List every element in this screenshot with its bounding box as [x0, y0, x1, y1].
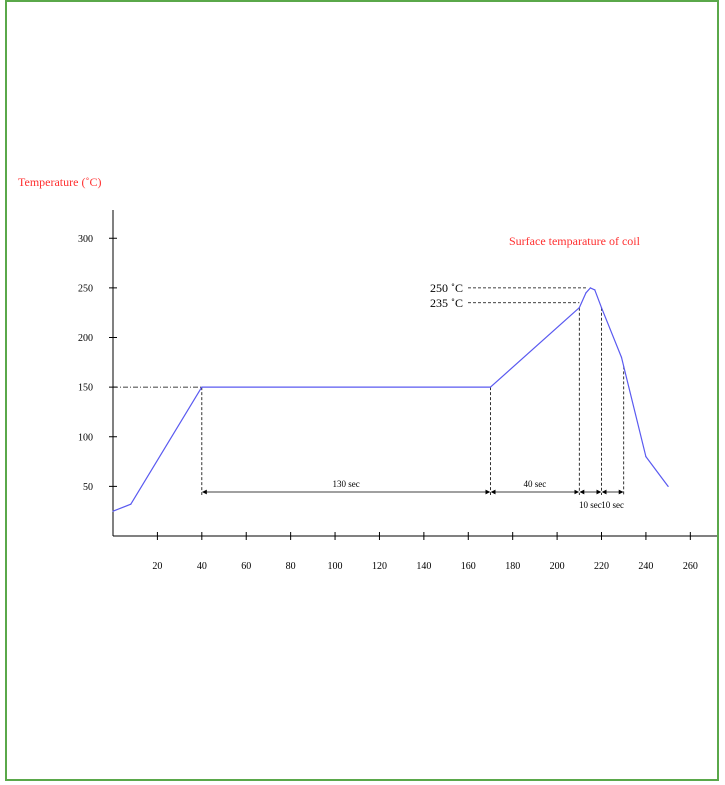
curve-point [594, 289, 596, 291]
curve-point [667, 485, 669, 487]
duration-label: 10 sec [579, 500, 602, 510]
curve-point [578, 307, 580, 309]
y-tick-label: 50 [83, 482, 93, 493]
x-tick-label: 40 [197, 561, 207, 572]
x-tick-label: 180 [505, 561, 520, 572]
curve-point [130, 503, 132, 505]
x-tick-label: 80 [286, 561, 296, 572]
duration-label: 10 sec [601, 500, 624, 510]
x-tick-label: 260 [683, 561, 698, 572]
x-tick-label: 200 [550, 561, 565, 572]
curve-point [585, 292, 587, 294]
curve-point [645, 456, 647, 458]
curve-point [589, 287, 592, 289]
x-tick-label: 20 [152, 561, 162, 572]
y-tick-label: 100 [78, 432, 93, 443]
y-tick-label: 300 [78, 234, 93, 245]
x-tick-label: 60 [241, 561, 251, 572]
duration-label: 130 sec [333, 479, 360, 489]
curve-point [201, 386, 203, 388]
y-tick-label: 150 [78, 383, 93, 394]
x-tick-label: 240 [638, 561, 653, 572]
annotation-title: Surface temparature of coil [509, 234, 641, 248]
x-tick-label: 220 [594, 561, 609, 572]
y-axis-label: Temperature (˚C) [18, 175, 101, 189]
curve-point [489, 386, 492, 388]
x-tick-label: 140 [416, 561, 431, 572]
y-tick-label: 200 [78, 333, 93, 344]
x-tick-label: 120 [372, 561, 387, 572]
reference-label: 250 ˚C [430, 281, 463, 295]
duration-label: 40 sec [524, 479, 547, 489]
temperature-curve [112, 287, 669, 512]
curve-point [112, 510, 114, 512]
reference-label: 235 ˚C [430, 296, 463, 310]
curve-point [600, 307, 603, 309]
curve-point [620, 356, 623, 358]
x-tick-label: 160 [461, 561, 476, 572]
x-tick-label: 100 [328, 561, 343, 572]
chart-frame [5, 0, 719, 781]
y-tick-label: 250 [78, 283, 93, 294]
